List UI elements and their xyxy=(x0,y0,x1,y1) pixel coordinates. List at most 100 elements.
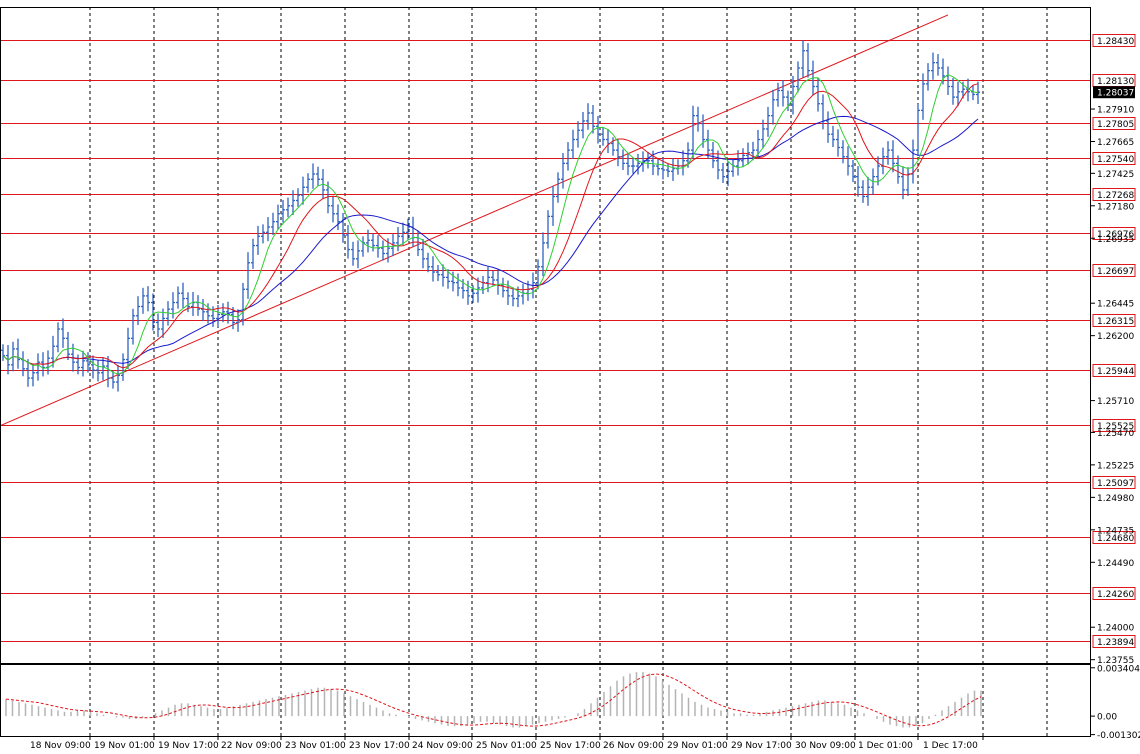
main-panel-frame xyxy=(0,7,1091,664)
candle xyxy=(421,238,425,269)
candle xyxy=(831,125,835,148)
level-label: 1.24680 xyxy=(1097,534,1134,544)
level-label: 1.25944 xyxy=(1097,367,1134,377)
candle xyxy=(721,162,725,184)
candle xyxy=(511,287,515,307)
candle xyxy=(736,150,740,176)
candle xyxy=(346,224,350,259)
candle xyxy=(596,115,600,144)
candle xyxy=(766,106,770,137)
candle xyxy=(81,350,85,377)
time-tick-label: 19 Nov 01:00 xyxy=(94,741,155,751)
price-tick-label: 1.23755 xyxy=(1097,656,1134,666)
candle xyxy=(116,364,120,392)
candle xyxy=(301,176,305,205)
candle xyxy=(336,204,340,231)
signal-line xyxy=(5,673,982,727)
candle xyxy=(26,359,30,387)
price-tick-label: 1.24490 xyxy=(1097,559,1134,569)
time-tick-label: 1 Dec 17:00 xyxy=(923,741,978,751)
time-tick-label: 1 Dec 01:00 xyxy=(858,741,913,751)
price-axis: 1.28037 1.27910 1.27665 1.27425 1.27180 1.269… xyxy=(1091,86,1135,666)
candle xyxy=(626,153,630,176)
candle xyxy=(251,238,255,269)
candle xyxy=(546,210,550,249)
candle xyxy=(536,259,540,290)
price-tick-label: 1.27910 xyxy=(1097,106,1134,116)
time-tick-label: 29 Nov 01:00 xyxy=(667,741,728,751)
level-label: 1.26976 xyxy=(1097,230,1134,240)
level-label-box xyxy=(1092,476,1136,489)
oscillator-tick-label: 0.00 xyxy=(1097,713,1117,723)
candle xyxy=(921,73,925,120)
candle xyxy=(886,141,890,165)
candle xyxy=(671,158,675,181)
time-tick-label: 23 Nov 17:00 xyxy=(349,741,410,751)
level-label: 1.25097 xyxy=(1097,479,1134,489)
candle xyxy=(451,271,455,292)
level-label-box xyxy=(1092,227,1136,240)
candle xyxy=(381,240,385,261)
candle xyxy=(176,286,180,309)
candle xyxy=(141,287,145,314)
level-label: 1.28130 xyxy=(1097,77,1134,87)
candle xyxy=(256,225,260,255)
candle xyxy=(86,352,90,373)
candle xyxy=(281,200,285,223)
candle xyxy=(856,166,860,197)
candle xyxy=(646,152,650,169)
price-tick-label: 1.24980 xyxy=(1097,494,1134,504)
candle xyxy=(846,146,850,176)
candle xyxy=(31,363,35,387)
oscillator-panel xyxy=(5,672,982,728)
candle xyxy=(581,111,585,139)
oscillator-tick-label: 0.003404 xyxy=(1097,664,1140,674)
price-tick-label: 1.26935 xyxy=(1097,235,1134,245)
level-label: 1.26697 xyxy=(1097,267,1134,277)
level-label: 1.28430 xyxy=(1097,37,1134,47)
price-tick-label: 1.24000 xyxy=(1097,624,1134,634)
candle xyxy=(711,141,715,169)
candle xyxy=(806,43,810,78)
ma-slow-line xyxy=(2,115,979,365)
candle xyxy=(111,370,115,389)
trend-line-group xyxy=(0,14,949,427)
candle xyxy=(716,150,720,180)
price-tick-label: 1.25225 xyxy=(1097,461,1134,471)
level-label: 1.27268 xyxy=(1097,191,1134,201)
candle xyxy=(866,176,870,206)
candle xyxy=(761,119,765,148)
candle xyxy=(876,156,880,186)
oscillator-axis: 0.003404 0.00 -0.001302 xyxy=(1091,664,1140,741)
candle xyxy=(231,306,235,330)
candle xyxy=(121,353,125,381)
level-label: 1.24260 xyxy=(1097,590,1134,600)
level-label: 1.23894 xyxy=(1097,638,1134,648)
candle xyxy=(431,256,435,282)
candle xyxy=(36,353,40,381)
candle xyxy=(456,273,460,297)
candle xyxy=(696,106,700,132)
candle xyxy=(931,52,935,80)
candle xyxy=(601,127,605,146)
candle xyxy=(936,54,940,76)
candle xyxy=(316,166,320,186)
candle xyxy=(286,197,290,218)
candle xyxy=(751,141,755,161)
candle xyxy=(851,159,855,183)
grid-lines xyxy=(89,7,1048,736)
current-price-label: 1.28037 xyxy=(1097,89,1134,99)
candle xyxy=(741,148,745,168)
candle xyxy=(396,227,400,252)
candle xyxy=(591,104,595,134)
price-tick-label: 1.26445 xyxy=(1097,300,1134,310)
level-label-box xyxy=(1092,419,1136,432)
candle xyxy=(221,303,225,323)
candle xyxy=(366,229,370,253)
oscillator-panel-frame xyxy=(0,664,1091,737)
candle xyxy=(181,282,185,309)
candle xyxy=(331,196,335,223)
price-tick-label: 1.27425 xyxy=(1097,170,1134,180)
